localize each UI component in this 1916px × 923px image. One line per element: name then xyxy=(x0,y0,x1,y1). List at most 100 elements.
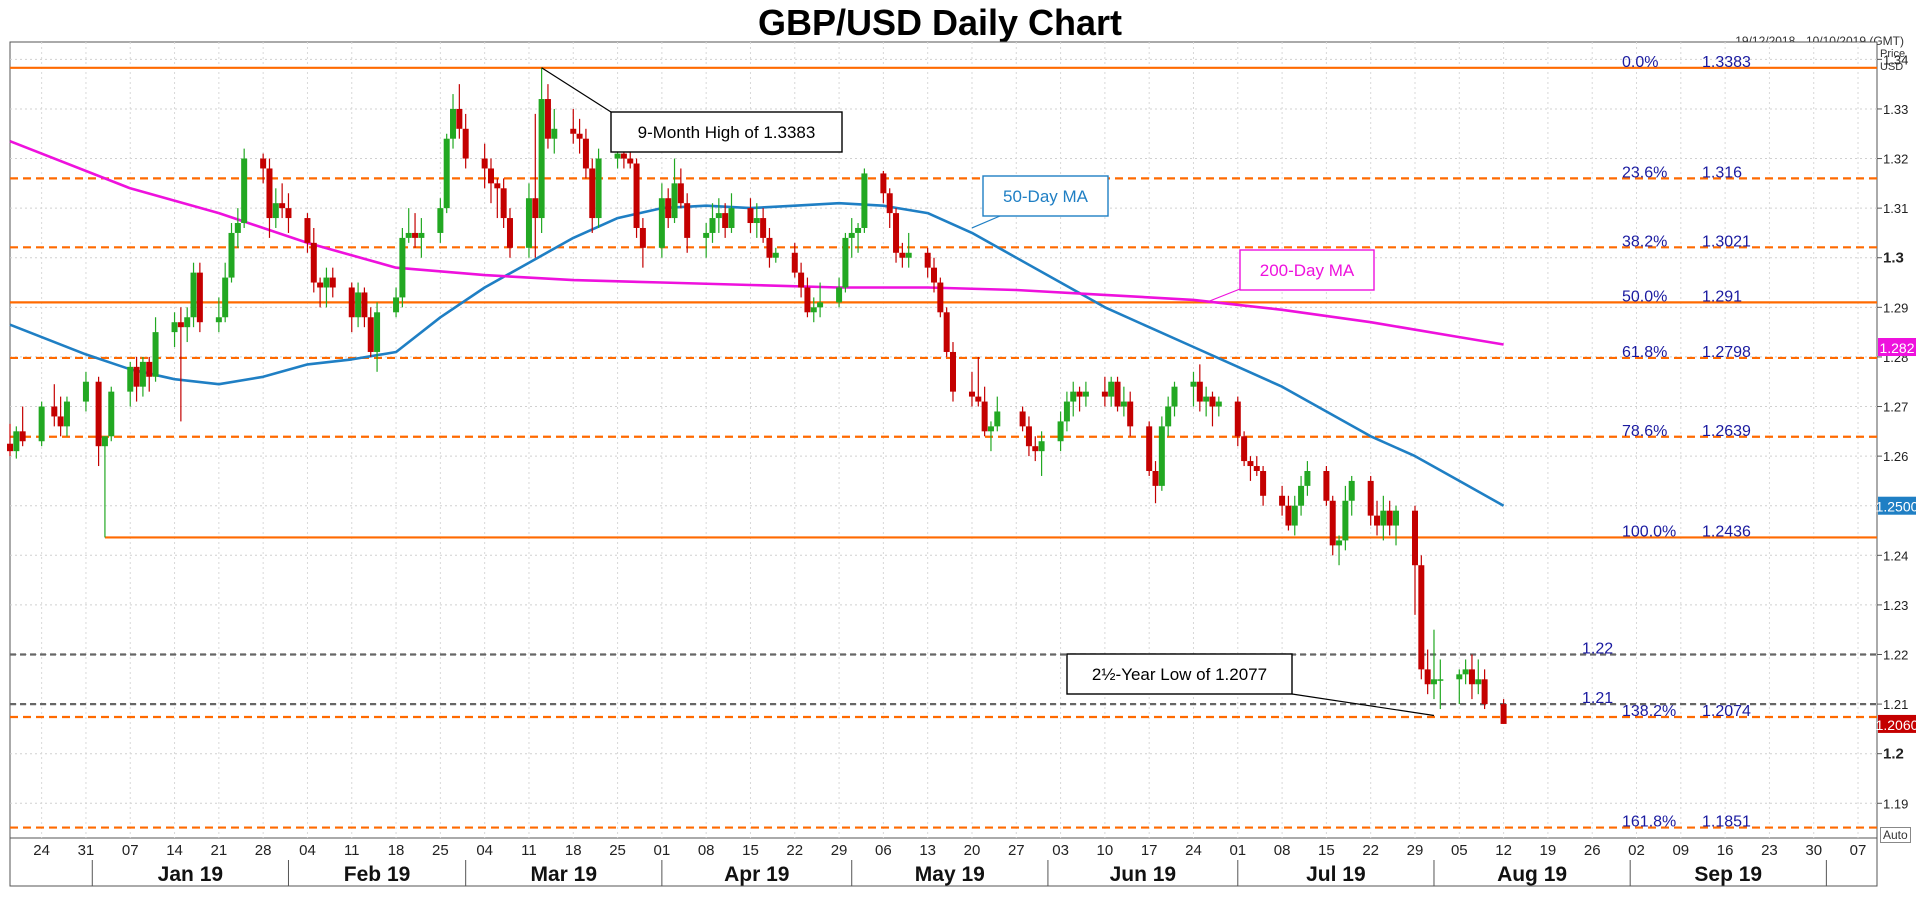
candlestick xyxy=(1329,495,1336,556)
candlestick xyxy=(931,257,938,293)
candle-body xyxy=(1152,470,1159,486)
x-day-tick-label: 03 xyxy=(1052,842,1069,859)
candle-body xyxy=(393,297,400,313)
y-tick-label: 1.33 xyxy=(1883,102,1908,117)
y-tick-label: 1.26 xyxy=(1883,449,1908,464)
candlestick xyxy=(146,356,153,392)
candlestick xyxy=(184,307,191,343)
annotation-leader xyxy=(1291,693,1435,717)
candle-body xyxy=(810,307,817,313)
candlestick xyxy=(1279,485,1286,516)
candle-body xyxy=(1348,480,1355,501)
candlestick xyxy=(323,267,330,308)
reference-line-value: 1.3021 xyxy=(1702,233,1751,250)
candlestick xyxy=(722,203,729,238)
x-day-tick-label: 10 xyxy=(1097,842,1114,859)
annotation-box xyxy=(982,175,1109,217)
candle-body xyxy=(595,158,602,219)
candle-body xyxy=(1323,470,1330,501)
candle-body xyxy=(886,193,893,214)
x-day-tick-label: 19 xyxy=(1540,842,1557,859)
candle-body xyxy=(994,411,1001,427)
candlestick xyxy=(412,213,419,248)
price-tag xyxy=(1878,714,1916,733)
candle-body xyxy=(1101,391,1108,397)
candle-body xyxy=(450,108,457,139)
candle-body xyxy=(1336,540,1343,546)
x-day-tick-label: 13 xyxy=(919,842,936,859)
x-day-tick-label: 25 xyxy=(432,842,449,859)
candle-body xyxy=(1076,391,1083,397)
candle-body xyxy=(703,232,710,238)
candle-body xyxy=(893,213,900,253)
candlestick xyxy=(1070,381,1077,417)
candlestick xyxy=(1500,699,1507,724)
candlestick xyxy=(798,262,805,298)
candle-body xyxy=(817,302,824,308)
price-axis-label: Price USD xyxy=(1880,48,1905,74)
candle-body xyxy=(1500,704,1507,724)
candlestick xyxy=(861,168,868,233)
x-day-tick-label: 08 xyxy=(1274,842,1291,859)
x-day-tick-label: 11 xyxy=(344,842,360,859)
candle-body xyxy=(1285,505,1292,526)
candlestick xyxy=(310,227,317,293)
candle-body xyxy=(1114,381,1121,407)
candle-body xyxy=(772,252,779,258)
reference-line-label: 61.8% xyxy=(1622,344,1667,361)
candlestick xyxy=(1386,500,1393,536)
candlestick xyxy=(1411,505,1418,615)
candle-body xyxy=(760,218,767,238)
x-day-tick-label: 29 xyxy=(831,842,848,859)
candlestick xyxy=(1082,381,1089,407)
candle-body xyxy=(1146,426,1153,471)
reference-line-value: 1.21 xyxy=(1582,690,1613,707)
annotation-text: 50-Day MA xyxy=(1003,187,1089,206)
price-axis-label-line1: Price xyxy=(1880,48,1906,60)
reference-line-value: 1.1851 xyxy=(1702,814,1751,831)
candle-body xyxy=(614,153,621,159)
candle-body xyxy=(1253,466,1260,471)
candle-body xyxy=(494,183,501,189)
price-tag xyxy=(1878,496,1916,515)
candlestick xyxy=(63,396,70,437)
candle-body xyxy=(1171,386,1178,407)
candle-body xyxy=(412,232,419,238)
candlestick xyxy=(817,282,824,318)
candlestick xyxy=(525,183,532,258)
candle-body xyxy=(355,292,362,318)
candlestick xyxy=(1190,371,1197,407)
candlestick xyxy=(899,242,906,268)
y-tick-label: 1.2 xyxy=(1883,746,1904,763)
candle-body xyxy=(924,252,931,268)
candlestick xyxy=(1234,396,1241,447)
candlestick xyxy=(1152,461,1159,504)
candle-body xyxy=(101,436,108,447)
candle-body xyxy=(285,208,292,219)
x-month-tick-label: Feb 19 xyxy=(344,863,411,886)
candle-body xyxy=(152,332,159,377)
candlestick xyxy=(1241,431,1248,467)
candlestick xyxy=(152,317,159,382)
candlestick xyxy=(532,113,539,258)
auto-scale-button[interactable]: Auto xyxy=(1880,827,1911,843)
candlestick xyxy=(760,208,767,243)
candlestick xyxy=(500,178,507,228)
candlestick xyxy=(848,218,855,258)
candle-body xyxy=(949,351,956,392)
x-day-tick-label: 17 xyxy=(1141,842,1158,859)
x-day-tick-label: 15 xyxy=(1318,842,1335,859)
candle-body xyxy=(905,252,912,258)
x-day-tick-label: 29 xyxy=(1407,842,1424,859)
annotation-leader xyxy=(971,215,1001,229)
candle-body xyxy=(684,203,691,238)
candlestick xyxy=(1260,466,1267,506)
x-month-tick-label: Sep 19 xyxy=(1694,863,1762,886)
candle-body xyxy=(1082,391,1089,397)
candle-body xyxy=(19,431,26,442)
candlestick xyxy=(1076,386,1083,412)
candle-body xyxy=(95,381,102,447)
candlestick xyxy=(443,133,450,214)
candle-body xyxy=(544,99,551,139)
candle-body xyxy=(1475,679,1482,685)
